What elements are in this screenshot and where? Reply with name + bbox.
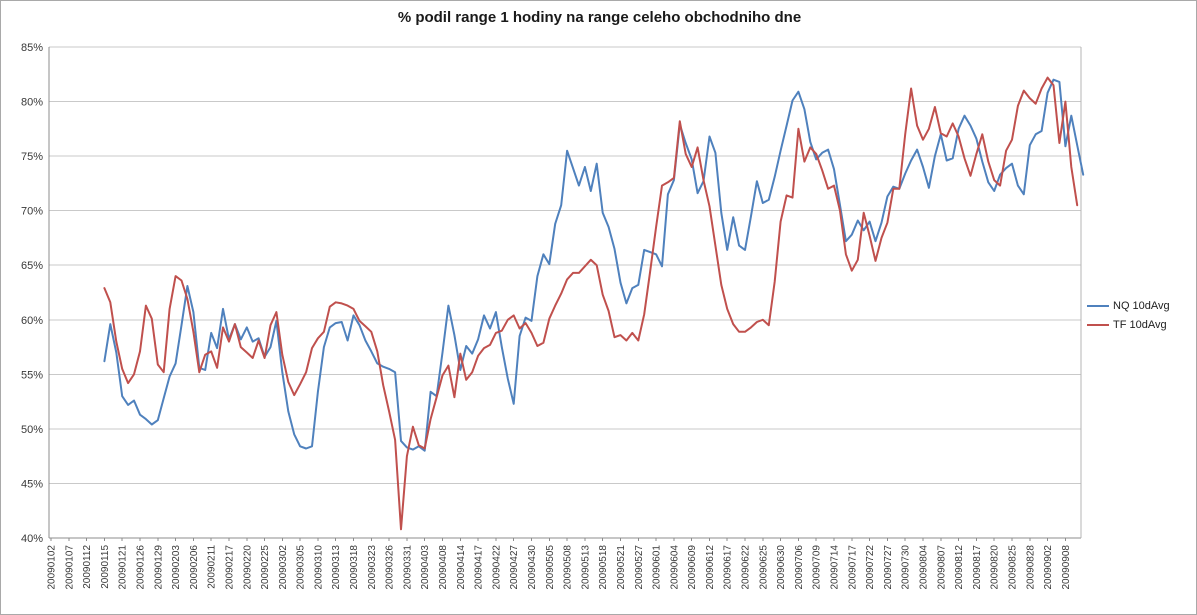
y-axis-tick-label: 70% <box>21 206 43 218</box>
x-axis-tick-label: 20090323 <box>367 545 378 590</box>
x-axis-tick-label: 20090225 <box>260 545 271 590</box>
x-axis-tick-label: 20090408 <box>438 545 449 590</box>
legend-label-tf: TF 10dAvg <box>1113 319 1167 331</box>
legend-label-nq: NQ 10dAvg <box>1113 300 1170 312</box>
chart-title: % podil range 1 hodiny na range celeho o… <box>397 9 802 26</box>
series-line-nq <box>103 78 1085 452</box>
x-axis-tick-label: 20090717 <box>847 545 858 590</box>
x-axis-tick-label: 20090313 <box>331 545 342 590</box>
x-axis-tick-label: 20090828 <box>1025 545 1036 590</box>
x-axis-tick-label: 20090714 <box>830 545 841 590</box>
x-axis-tick-label: 20090508 <box>563 545 574 590</box>
x-axis-tick-label: 20090730 <box>901 545 912 590</box>
x-axis-tick-label: 20090513 <box>580 545 591 590</box>
legend-item-tf: TF 10dAvg <box>1087 319 1170 331</box>
x-axis-tick-label: 20090126 <box>135 545 146 590</box>
x-axis-tick-label: 20090417 <box>474 545 485 590</box>
x-axis-tick-label: 20090115 <box>100 545 111 589</box>
x-axis-tick-label: 20090326 <box>385 545 396 590</box>
y-axis-tick-label: 60% <box>21 315 43 327</box>
y-axis-tick-label: 65% <box>21 260 43 272</box>
x-axis-tick-label: 20090908 <box>1061 545 1072 590</box>
series-line-tf <box>103 76 1079 531</box>
x-axis-tick-label: 20090318 <box>349 545 360 590</box>
x-axis-tick-label: 20090107 <box>64 545 75 590</box>
x-axis-tick-label: 20090211 <box>207 545 218 589</box>
x-axis-tick-label: 20090521 <box>616 545 627 590</box>
x-axis-tick-label: 20090630 <box>776 545 787 590</box>
x-axis-tick-label: 20090722 <box>865 545 876 590</box>
x-axis-tick-label: 20090129 <box>153 545 164 590</box>
x-axis-tick-label: 20090825 <box>1007 545 1018 590</box>
x-axis-tick-label: 20090220 <box>242 545 253 590</box>
x-axis-tick-label: 20090206 <box>189 545 200 590</box>
legend: NQ 10dAvg TF 10dAvg <box>1087 300 1170 331</box>
x-axis-tick-label: 20090617 <box>723 545 734 590</box>
x-axis-tick-label: 20090804 <box>919 545 930 590</box>
legend-line-sample-tf <box>1087 324 1109 326</box>
x-axis-tick-label: 20090422 <box>491 545 502 590</box>
y-axis-tick-label: 85% <box>21 42 43 54</box>
x-axis-tick-label: 20090820 <box>990 545 1001 590</box>
y-axis-tick-label: 45% <box>21 478 43 490</box>
x-axis-tick-label: 20090902 <box>1043 545 1054 590</box>
x-axis-tick-label: 20090709 <box>812 545 823 590</box>
x-axis-tick-label: 20090430 <box>527 545 538 590</box>
legend-item-nq: NQ 10dAvg <box>1087 300 1170 312</box>
x-axis-tick-label: 20090604 <box>669 545 680 590</box>
y-axis-tick-label: 50% <box>21 424 43 436</box>
x-axis-tick-label: 20090121 <box>118 545 129 590</box>
x-axis-tick-label: 20090302 <box>278 545 289 590</box>
x-axis-tick-label: 20090807 <box>936 545 947 590</box>
legend-line-sample-nq <box>1087 305 1109 307</box>
x-axis-tick-label: 20090727 <box>883 545 894 590</box>
y-axis-tick-label: 55% <box>21 369 43 381</box>
x-axis-tick-label: 20090601 <box>652 545 663 590</box>
x-axis-tick-label: 20090331 <box>402 545 413 590</box>
x-axis-tick-label: 20090203 <box>171 545 182 590</box>
x-axis-tick-label: 20090112 <box>82 545 93 589</box>
x-axis-tick-label: 20090622 <box>741 545 752 590</box>
y-axis-tick-label: 40% <box>21 533 43 545</box>
x-axis-tick-label: 20090403 <box>420 545 431 590</box>
x-axis-tick-label: 20090612 <box>705 545 716 590</box>
x-axis-tick-label: 20090527 <box>634 545 645 590</box>
x-axis-tick-label: 20090217 <box>224 545 235 590</box>
y-axis-tick-label: 75% <box>21 151 43 163</box>
y-axis-tick-label: 80% <box>21 97 43 109</box>
x-axis-tick-label: 20090817 <box>972 545 983 590</box>
x-axis-tick-label: 20090706 <box>794 545 805 590</box>
x-axis-tick-label: 20090305 <box>296 545 307 590</box>
x-axis-tick-label: 20090505 <box>545 545 556 590</box>
x-axis-tick-label: 20090518 <box>598 545 609 590</box>
x-axis-tick-label: 20090310 <box>313 545 324 590</box>
x-axis-tick-label: 20090414 <box>456 545 467 590</box>
x-axis-tick-label: 20090812 <box>954 545 965 590</box>
x-axis-tick-label: 20090102 <box>47 545 58 590</box>
x-axis-tick-label: 20090625 <box>758 545 769 590</box>
x-axis-tick-label: 20090427 <box>509 545 520 590</box>
x-axis-tick-label: 20090609 <box>687 545 698 590</box>
